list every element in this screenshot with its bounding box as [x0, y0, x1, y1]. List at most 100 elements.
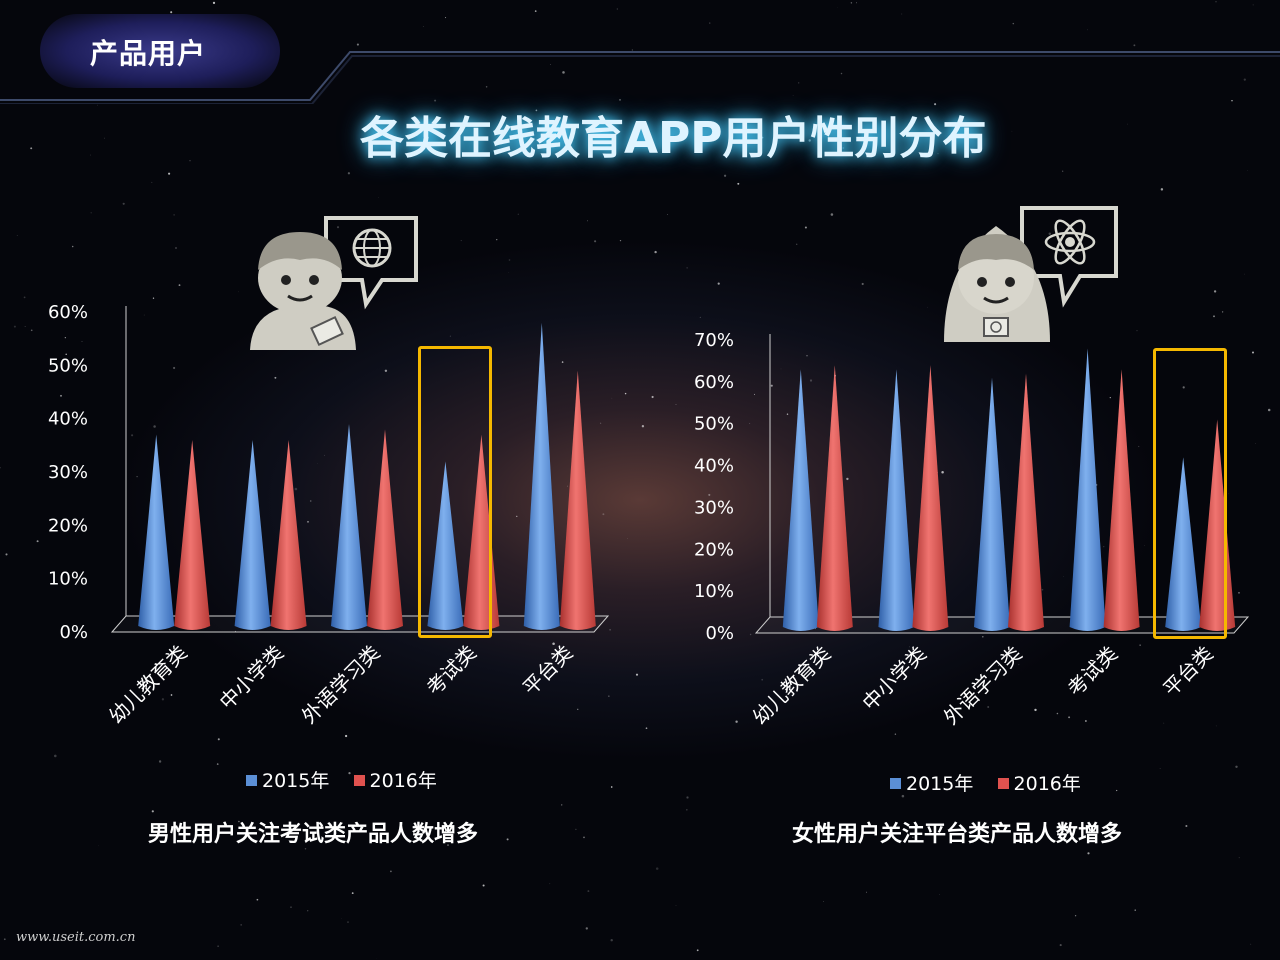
star [374, 118, 376, 120]
cone-2015-4 [1165, 457, 1202, 631]
star [982, 636, 984, 638]
section-tag: 产品用户 [40, 14, 280, 88]
category-label: 外语学习类 [939, 642, 1027, 730]
star [1048, 232, 1052, 235]
star [1244, 273, 1245, 275]
star [212, 1, 216, 5]
cone-2016-3 [1103, 369, 1140, 631]
star [1250, 943, 1252, 945]
star [909, 646, 910, 648]
star [1243, 78, 1246, 81]
star [1252, 4, 1254, 6]
star [823, 901, 824, 902]
star [1116, 789, 1118, 792]
section-tag-label: 产品用户 [90, 37, 207, 70]
legend-item-2015: 2015年 [246, 770, 329, 792]
star [384, 369, 388, 372]
star [1247, 170, 1248, 171]
y-tick-label: 50% [694, 414, 734, 435]
legend-item-2016: 2016年 [997, 773, 1081, 795]
star [309, 500, 312, 502]
star [1160, 188, 1164, 191]
star [675, 404, 677, 406]
star [36, 540, 39, 543]
star [859, 150, 861, 153]
star [446, 844, 450, 847]
star [1144, 545, 1145, 546]
star [30, 329, 33, 332]
star [723, 174, 727, 177]
star [30, 147, 33, 150]
highlight-box-exam [418, 346, 492, 638]
star [844, 834, 846, 836]
star [562, 71, 565, 74]
star [1134, 909, 1136, 911]
star [3, 938, 6, 941]
star [1252, 351, 1254, 354]
star [356, 43, 359, 46]
star [1087, 852, 1090, 855]
star [830, 213, 834, 216]
cone-2015-3 [427, 461, 464, 630]
star [517, 213, 519, 215]
category-label: 平台类 [518, 641, 577, 700]
star [344, 734, 348, 738]
star [1267, 408, 1271, 412]
star [619, 239, 622, 242]
star [709, 22, 711, 24]
star [587, 890, 590, 893]
star [24, 326, 26, 327]
star [485, 86, 488, 88]
star [737, 182, 740, 185]
star [610, 786, 613, 788]
star [23, 296, 26, 299]
star [516, 515, 518, 518]
star [508, 259, 511, 261]
star [122, 202, 125, 205]
star [317, 463, 318, 464]
category-label: 平台类 [1158, 642, 1217, 701]
star [941, 471, 944, 474]
star [552, 642, 555, 645]
star [608, 695, 610, 697]
star [654, 250, 657, 254]
star [1139, 644, 1141, 646]
star [315, 723, 317, 725]
star [60, 394, 62, 397]
category-label: 外语学习类 [297, 641, 385, 729]
star [170, 11, 173, 14]
y-tick-label: 30% [694, 497, 734, 518]
star [780, 368, 782, 370]
star [711, 544, 713, 545]
star [1062, 170, 1064, 172]
star [441, 674, 443, 677]
star [856, 2, 857, 4]
star [616, 8, 618, 10]
cone-2015-1 [234, 440, 271, 630]
star [866, 891, 867, 893]
cone-2016-2 [1008, 373, 1044, 631]
star [115, 711, 118, 715]
star [168, 172, 171, 175]
star [901, 13, 903, 15]
star [749, 423, 751, 424]
star [749, 633, 752, 636]
star [901, 794, 905, 798]
star [619, 99, 621, 101]
star [390, 870, 392, 873]
star [1235, 765, 1238, 769]
star [399, 783, 401, 786]
star [1238, 857, 1240, 859]
star [16, 235, 18, 236]
y-tick-label: 40% [48, 409, 88, 430]
star [1163, 722, 1165, 724]
cone-2015-2 [974, 377, 1010, 631]
category-label: 考试类 [1063, 642, 1122, 701]
star [460, 240, 462, 242]
star [610, 938, 613, 942]
star [304, 848, 307, 850]
star [1085, 720, 1087, 722]
star [81, 340, 83, 342]
star [90, 154, 91, 156]
cone-2016-1 [912, 365, 949, 631]
